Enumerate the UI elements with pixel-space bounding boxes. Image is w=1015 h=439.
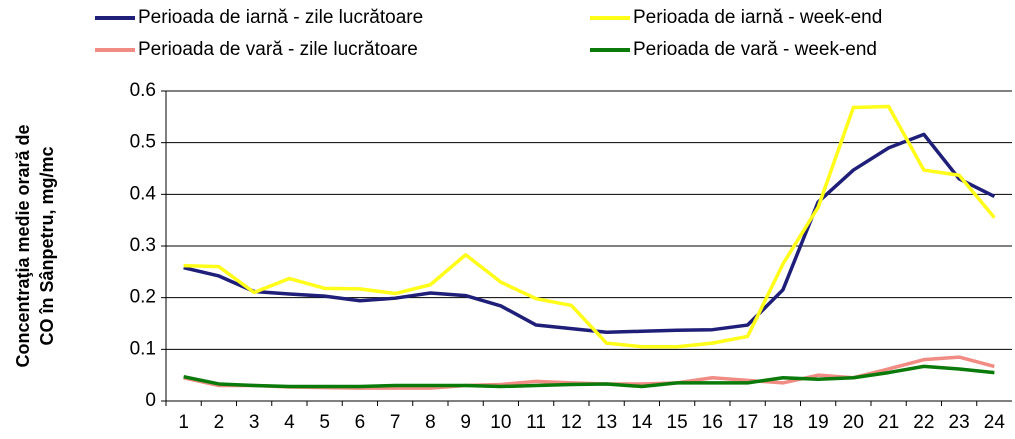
x-tick-label: 22 <box>913 412 934 433</box>
x-tick-label: 19 <box>808 412 829 433</box>
legend-label: Perioada de vară - week-end <box>633 39 877 60</box>
x-tick-label: 6 <box>355 412 366 433</box>
x-tick-label: 5 <box>319 412 330 433</box>
legend-label: Perioada de iarnă - zile lucrătoare <box>138 7 423 28</box>
x-tick-label: 20 <box>843 412 864 433</box>
x-tick-label: 11 <box>526 412 546 433</box>
x-tick-label: 16 <box>702 412 723 433</box>
x-tick-label: 18 <box>772 412 793 433</box>
x-tick-label: 24 <box>984 412 1006 433</box>
x-tick-label: 9 <box>460 412 471 433</box>
series-line <box>183 132 996 335</box>
x-tick-label: 3 <box>249 412 260 433</box>
x-tick-label: 2 <box>214 412 225 433</box>
x-tick-label: 17 <box>737 412 758 433</box>
legend-label: Perioada de vară - zile lucrătoare <box>138 39 418 60</box>
y-tick-label: 0.6 <box>130 80 156 101</box>
y-tick-label: 0.2 <box>130 287 156 308</box>
series-line <box>183 364 995 389</box>
y-tick-label: 0.1 <box>130 338 156 359</box>
y-label-line: Concentraţia medie orară de <box>13 124 33 367</box>
x-tick-label: 12 <box>561 412 582 433</box>
x-tick-label: 23 <box>949 412 970 433</box>
y-tick-label: 0.3 <box>130 235 156 256</box>
y-tick-label: 0.4 <box>130 183 157 204</box>
x-tick-label: 10 <box>490 412 511 433</box>
x-tick-label: 21 <box>878 412 899 433</box>
x-tick-label: 4 <box>284 412 295 433</box>
y-tick-label: 0.5 <box>130 132 156 153</box>
x-tick-label: 13 <box>596 412 617 433</box>
x-tick-label: 8 <box>425 412 436 433</box>
x-tick-label: 1 <box>178 412 189 433</box>
y-axis-title: Concentraţia medie orară de CO în Sânpet… <box>13 124 57 367</box>
x-tick-label: 14 <box>631 412 653 433</box>
y-tick-label: 0 <box>145 390 156 411</box>
x-tick-label: 15 <box>667 412 688 433</box>
y-label-line: CO în Sânpetru, mg/mc <box>37 146 57 345</box>
x-tick-label: 7 <box>390 412 401 433</box>
legend-label: Perioada de iarnă - week-end <box>633 7 882 28</box>
series-line <box>183 104 996 349</box>
